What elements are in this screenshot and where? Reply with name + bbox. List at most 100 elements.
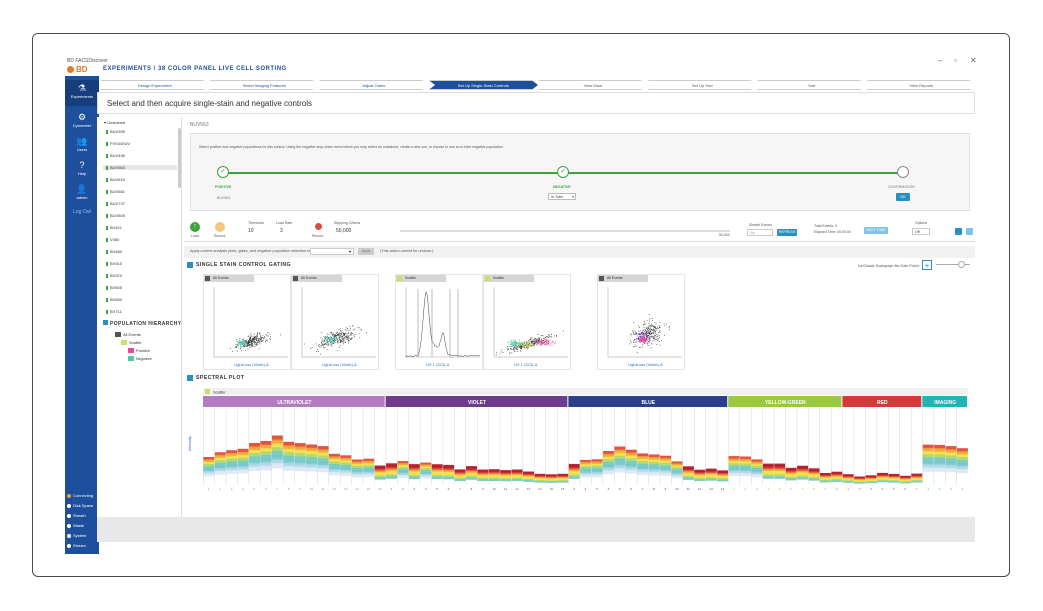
breadcrumb[interactable]: EXPERIMENTS / 38 COLOR PANEL LIVE CELL S… <box>103 66 287 72</box>
record-button[interactable] <box>315 223 322 230</box>
plot-canvas[interactable]: LightLoss (Violet)-A <box>598 283 684 369</box>
sidebar-item-experiments[interactable]: ⚗ Experiments <box>65 80 99 106</box>
sheath-events-input[interactable]: 0/s <box>747 229 773 236</box>
gating-plot[interactable]: Scatter UV 1 (373)-A <box>483 274 571 370</box>
pop-node-all-events[interactable]: All Events <box>115 332 141 337</box>
tube-item[interactable]: BV650 <box>106 297 122 302</box>
plot-x-label[interactable]: UV 1 (373)-A <box>514 362 538 367</box>
plot-x-label[interactable]: UV 1 (373)-A <box>426 362 450 367</box>
collapse-icon[interactable] <box>187 375 193 381</box>
maximize-button[interactable]: ▫ <box>954 56 957 65</box>
refresh-button[interactable]: REFRESH <box>777 229 797 236</box>
tube-item[interactable]: BV480 <box>106 249 122 254</box>
plot-header[interactable]: All Events <box>292 275 342 282</box>
sidebar-item-help[interactable]: ? Help <box>65 158 99 180</box>
gating-plot[interactable]: All Events LightLoss (Violet)-A <box>203 274 291 370</box>
sidebar-item-admin[interactable]: 👤 admin <box>65 182 99 204</box>
tube-group-header[interactable]: ▾ Unstained <box>104 120 125 125</box>
status-disk-space[interactable]: Disk Space <box>67 503 97 508</box>
status-system[interactable]: System <box>67 533 97 538</box>
plot-header[interactable]: Scatter <box>484 275 534 282</box>
plot-canvas[interactable]: UV 1 (373)-A <box>484 283 570 369</box>
workflow-step[interactable]: Sort <box>757 80 867 90</box>
tube-item[interactable]: BV421 <box>106 225 122 230</box>
record-toggle-button[interactable] <box>215 222 225 232</box>
workflow-step[interactable]: Adjust Gains <box>319 80 429 90</box>
heat-cell <box>877 475 888 477</box>
tube-item[interactable]: BV711 <box>106 309 122 314</box>
tube-item[interactable]: V450 <box>106 237 119 242</box>
zoom-slider-handle[interactable] <box>958 261 965 268</box>
status-connecting[interactable]: Connecting <box>67 493 97 498</box>
status-waste[interactable]: Waste <box>67 523 97 528</box>
sidebar-item-users[interactable]: 👥 Users <box>65 134 99 156</box>
scatter-point <box>242 342 243 343</box>
status-stream[interactable]: Stream <box>67 543 97 548</box>
status-sheath[interactable]: Sheath <box>67 513 97 518</box>
confirmation-circle-icon[interactable] <box>897 166 909 178</box>
tube-item[interactable]: BUV563 <box>103 165 177 170</box>
plot-canvas[interactable]: UV 1 (373)-A <box>396 283 482 369</box>
close-button[interactable]: ✕ <box>970 56 977 65</box>
zoom-slider[interactable] <box>936 264 970 265</box>
threshold-input[interactable]: 10 <box>248 228 254 234</box>
plot-canvas[interactable]: LightLoss (Violet)-A <box>204 283 290 369</box>
tube-item[interactable]: BUV805 <box>106 213 125 218</box>
gating-plot[interactable]: All Events LightLoss (Violet)-A <box>291 274 379 370</box>
tube-item[interactable]: BUV661 <box>106 189 125 194</box>
collapse-icon[interactable] <box>103 320 108 325</box>
pop-node-negative[interactable]: Negative <box>128 356 152 361</box>
minimize-button[interactable]: – <box>938 56 943 65</box>
scatter-point <box>532 340 534 342</box>
negative-select[interactable]: In-Tube ▾ <box>548 193 576 200</box>
workflow-step[interactable]: Set Up Single-Stain Controls <box>428 80 538 90</box>
logout-link[interactable]: Log Out <box>73 209 91 215</box>
collapse-icon[interactable] <box>187 262 193 268</box>
layout-icon[interactable] <box>955 228 962 235</box>
negative-check-icon[interactable]: ✓ <box>557 166 569 178</box>
tube-item[interactable]: FVS440UV <box>106 141 130 146</box>
load-button[interactable]: ↑ <box>190 222 200 232</box>
plot-x-label[interactable]: LightLoss (Violet)-A <box>628 362 663 367</box>
scatter-point <box>522 345 523 347</box>
apply-target-select[interactable]: ▾ <box>310 248 354 255</box>
next-tube-button[interactable]: NEXT TUBE <box>864 227 888 234</box>
options-select[interactable]: Off <box>912 228 930 235</box>
tube-item[interactable]: BUV496 <box>106 153 125 158</box>
plot-header[interactable]: All Events <box>598 275 648 282</box>
apply-button[interactable]: Apply <box>358 248 374 255</box>
tube-item[interactable]: BUV395 <box>106 129 125 134</box>
gating-plot[interactable]: All Events LightLoss (Violet)-A <box>597 274 685 370</box>
plot-header[interactable]: Scatter <box>396 275 446 282</box>
scatter-point <box>342 332 344 334</box>
workflow-step[interactable]: Set Up Sort <box>647 80 757 90</box>
scatter-point <box>318 346 320 348</box>
workflow-step[interactable]: Design Experiment <box>100 80 210 90</box>
workflow-step[interactable]: View Data <box>538 80 648 90</box>
tube-item[interactable]: BV605 <box>106 285 122 290</box>
workflow-step[interactable]: Select Imaging Features <box>209 80 319 90</box>
positive-check-icon[interactable]: ✓ <box>217 166 229 178</box>
zoom-in-button[interactable]: + <box>922 260 932 270</box>
pop-node-positive[interactable]: Positive <box>128 348 150 353</box>
grid-icon[interactable] <box>966 228 973 235</box>
plot-x-label[interactable]: LightLoss (Violet)-A <box>322 362 357 367</box>
tube-item[interactable]: BUV615 <box>106 177 125 182</box>
scatter-point <box>262 340 263 342</box>
workflow-step[interactable]: View Reports <box>866 80 976 90</box>
load-rate-input[interactable]: 3 <box>280 228 283 234</box>
tube-item[interactable]: BV570 <box>106 273 122 278</box>
tube-item[interactable]: BUV737 <box>106 201 125 206</box>
plot-x-label[interactable]: LightLoss (Violet)-A <box>234 362 269 367</box>
scatter-point <box>339 338 340 339</box>
plot-canvas[interactable]: LightLoss (Violet)-A <box>292 283 378 369</box>
plot-header[interactable]: All Events <box>204 275 254 282</box>
tube-item[interactable]: BV510 <box>106 261 122 266</box>
tube-list-scrollbar[interactable] <box>178 128 181 188</box>
stopping-criteria-input[interactable]: 50,000 <box>336 228 352 234</box>
sidebar-item-cytometer[interactable]: ⚙ Cytometer <box>65 110 99 132</box>
ok-button[interactable]: OK <box>896 193 910 201</box>
pop-node-scatter[interactable]: Scatter <box>121 340 142 345</box>
gating-plot[interactable]: Scatter UV 1 (373)-A <box>395 274 483 370</box>
heat-cell <box>740 468 751 472</box>
